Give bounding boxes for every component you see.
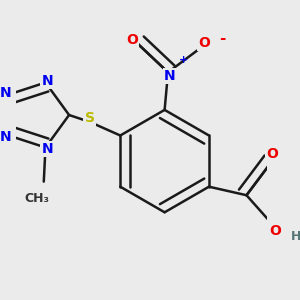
Text: H: H bbox=[291, 230, 300, 243]
Text: N: N bbox=[0, 86, 11, 100]
Text: +: + bbox=[179, 56, 188, 65]
Text: N: N bbox=[41, 74, 53, 88]
Text: N: N bbox=[164, 69, 176, 83]
Text: O: O bbox=[266, 147, 278, 161]
Text: O: O bbox=[126, 33, 138, 47]
Text: N: N bbox=[0, 130, 11, 144]
Text: O: O bbox=[198, 36, 210, 50]
Text: N: N bbox=[41, 142, 53, 156]
Text: CH₃: CH₃ bbox=[25, 192, 50, 205]
Text: S: S bbox=[85, 111, 94, 125]
Text: -: - bbox=[220, 31, 226, 46]
Text: O: O bbox=[270, 224, 281, 238]
